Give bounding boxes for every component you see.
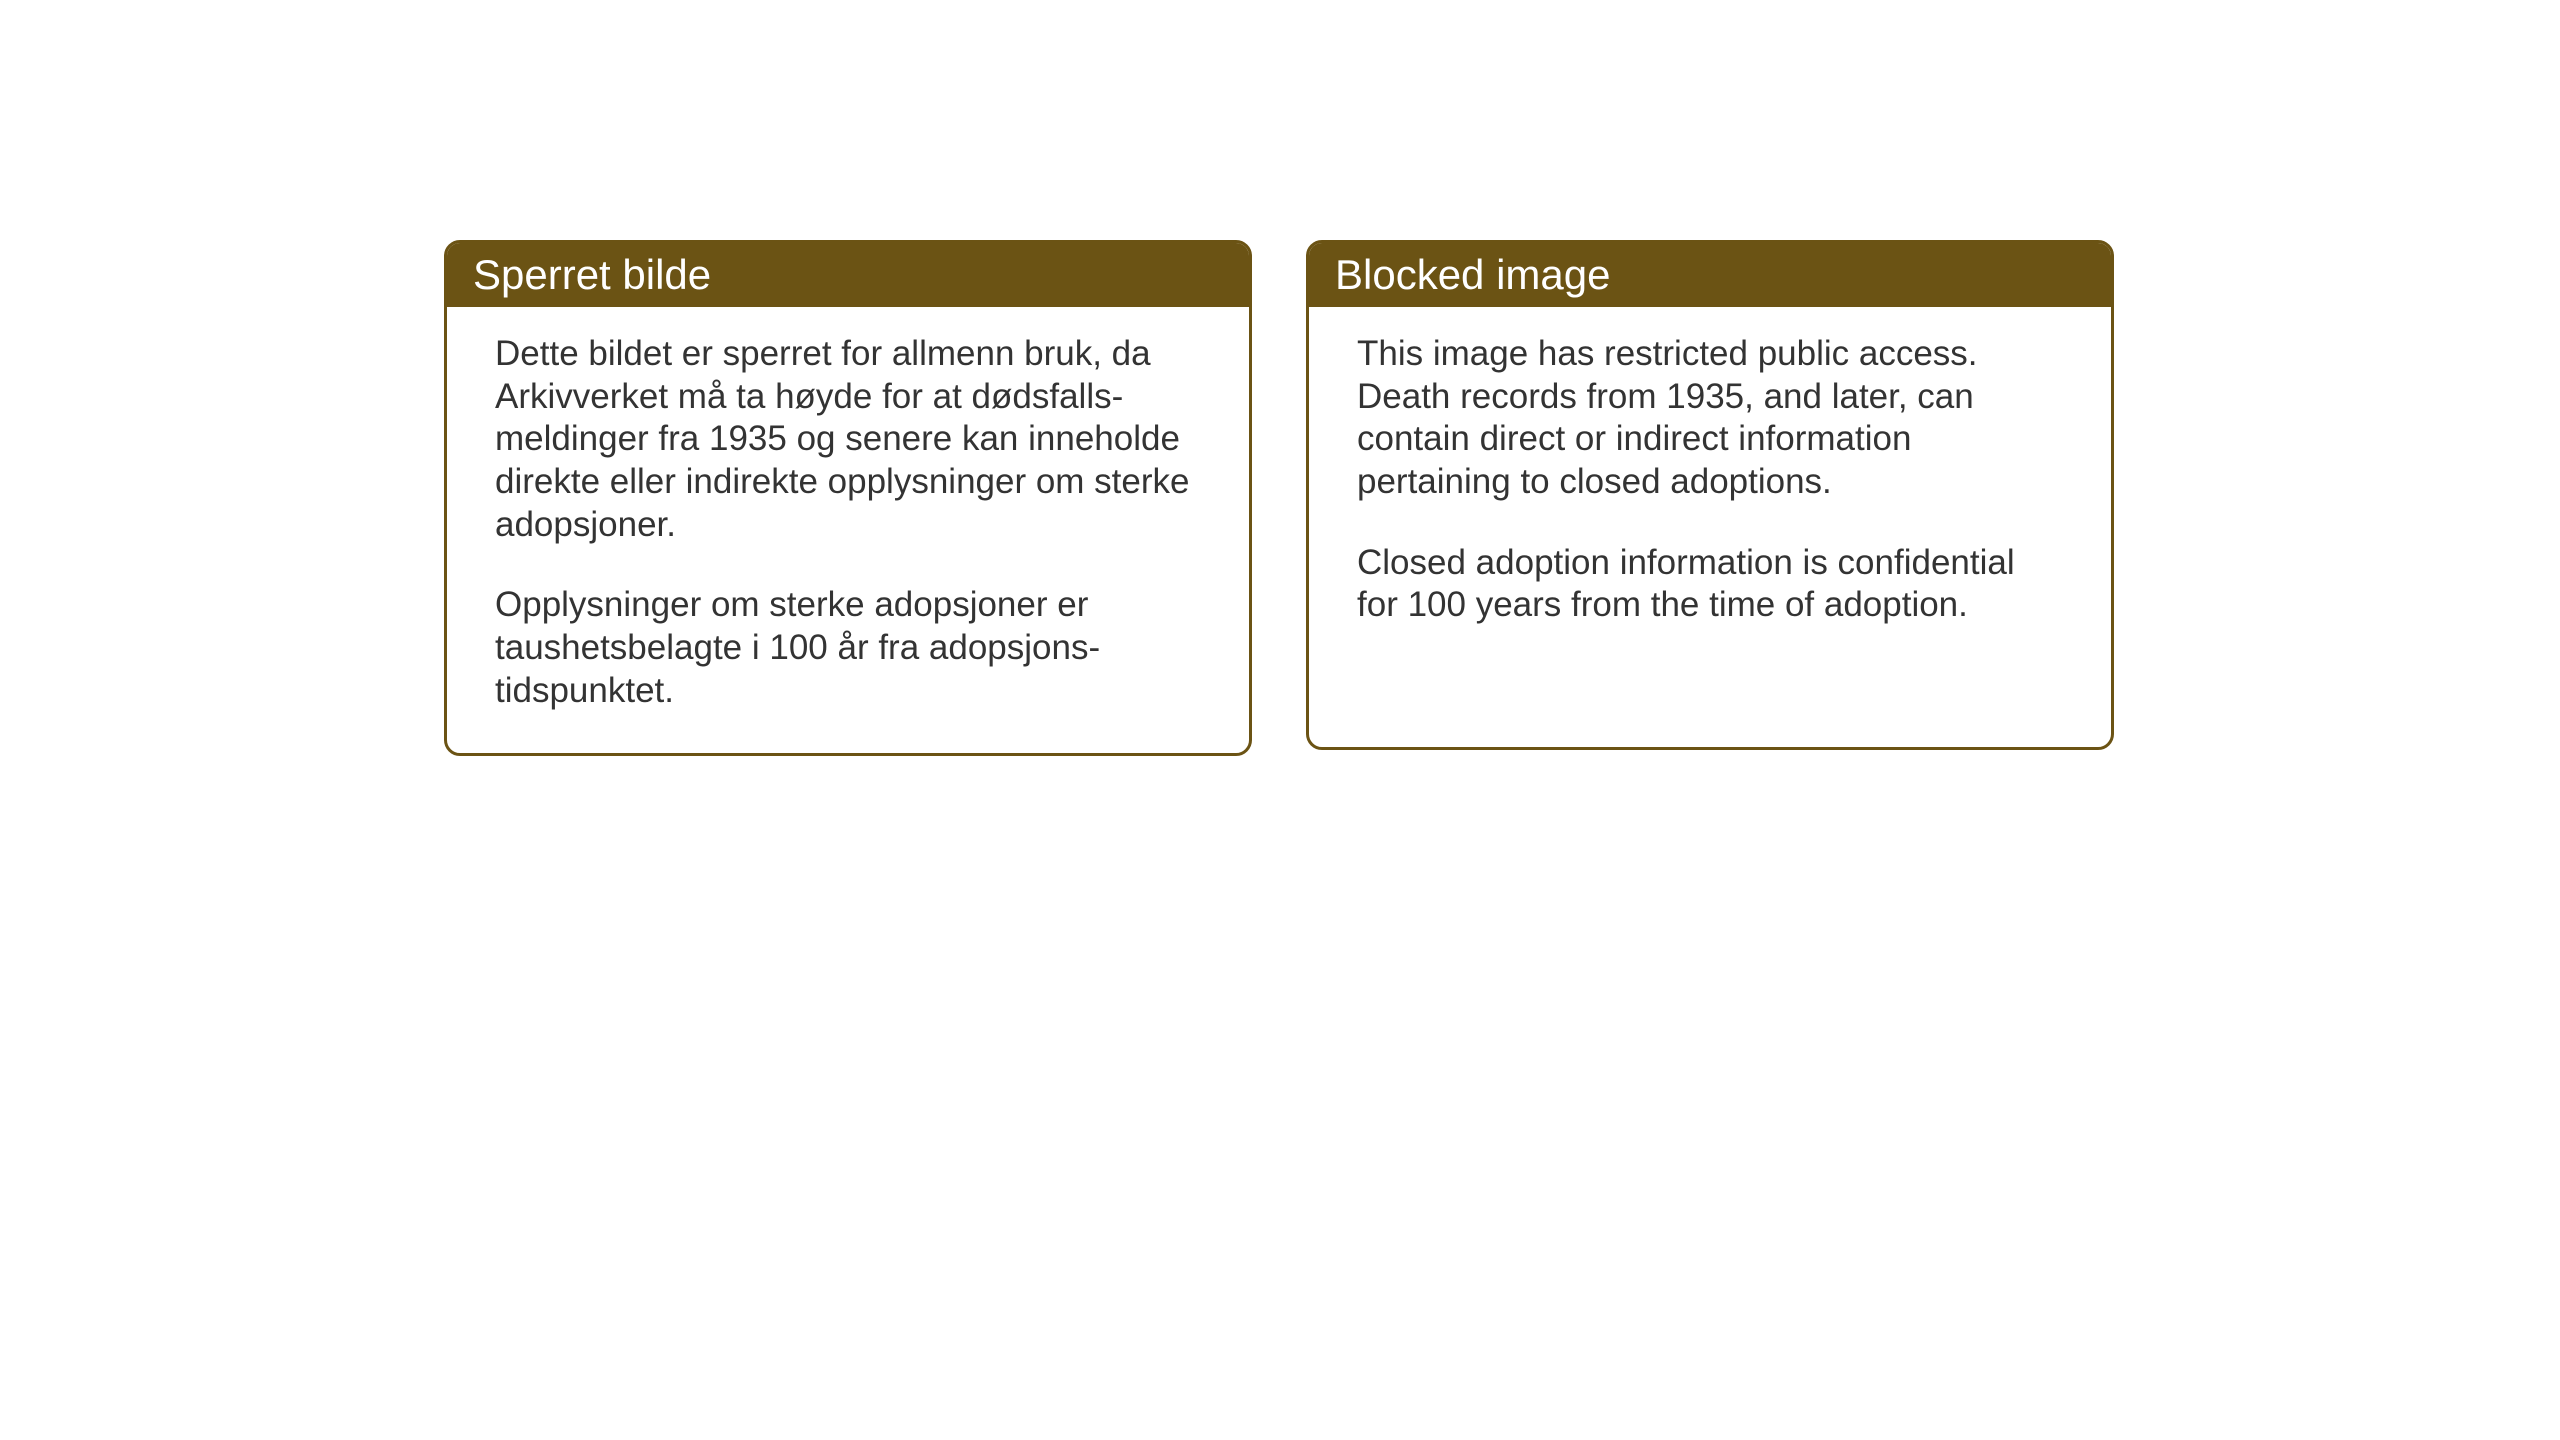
cards-container: Sperret bilde Dette bildet er sperret fo…	[444, 240, 2114, 756]
card-norwegian-para2: Opplysninger om sterke adopsjoner er tau…	[495, 584, 1201, 712]
card-english-title: Blocked image	[1335, 251, 1610, 298]
card-norwegian-title: Sperret bilde	[473, 251, 711, 298]
card-english-para2: Closed adoption information is confident…	[1357, 542, 2063, 627]
card-norwegian-body: Dette bildet er sperret for allmenn bruk…	[447, 307, 1249, 753]
card-english-header: Blocked image	[1309, 243, 2111, 307]
card-norwegian: Sperret bilde Dette bildet er sperret fo…	[444, 240, 1252, 756]
card-english-body: This image has restricted public access.…	[1309, 307, 2111, 667]
card-english: Blocked image This image has restricted …	[1306, 240, 2114, 750]
card-norwegian-para1: Dette bildet er sperret for allmenn bruk…	[495, 333, 1201, 546]
card-english-para1: This image has restricted public access.…	[1357, 333, 2063, 504]
card-norwegian-header: Sperret bilde	[447, 243, 1249, 307]
